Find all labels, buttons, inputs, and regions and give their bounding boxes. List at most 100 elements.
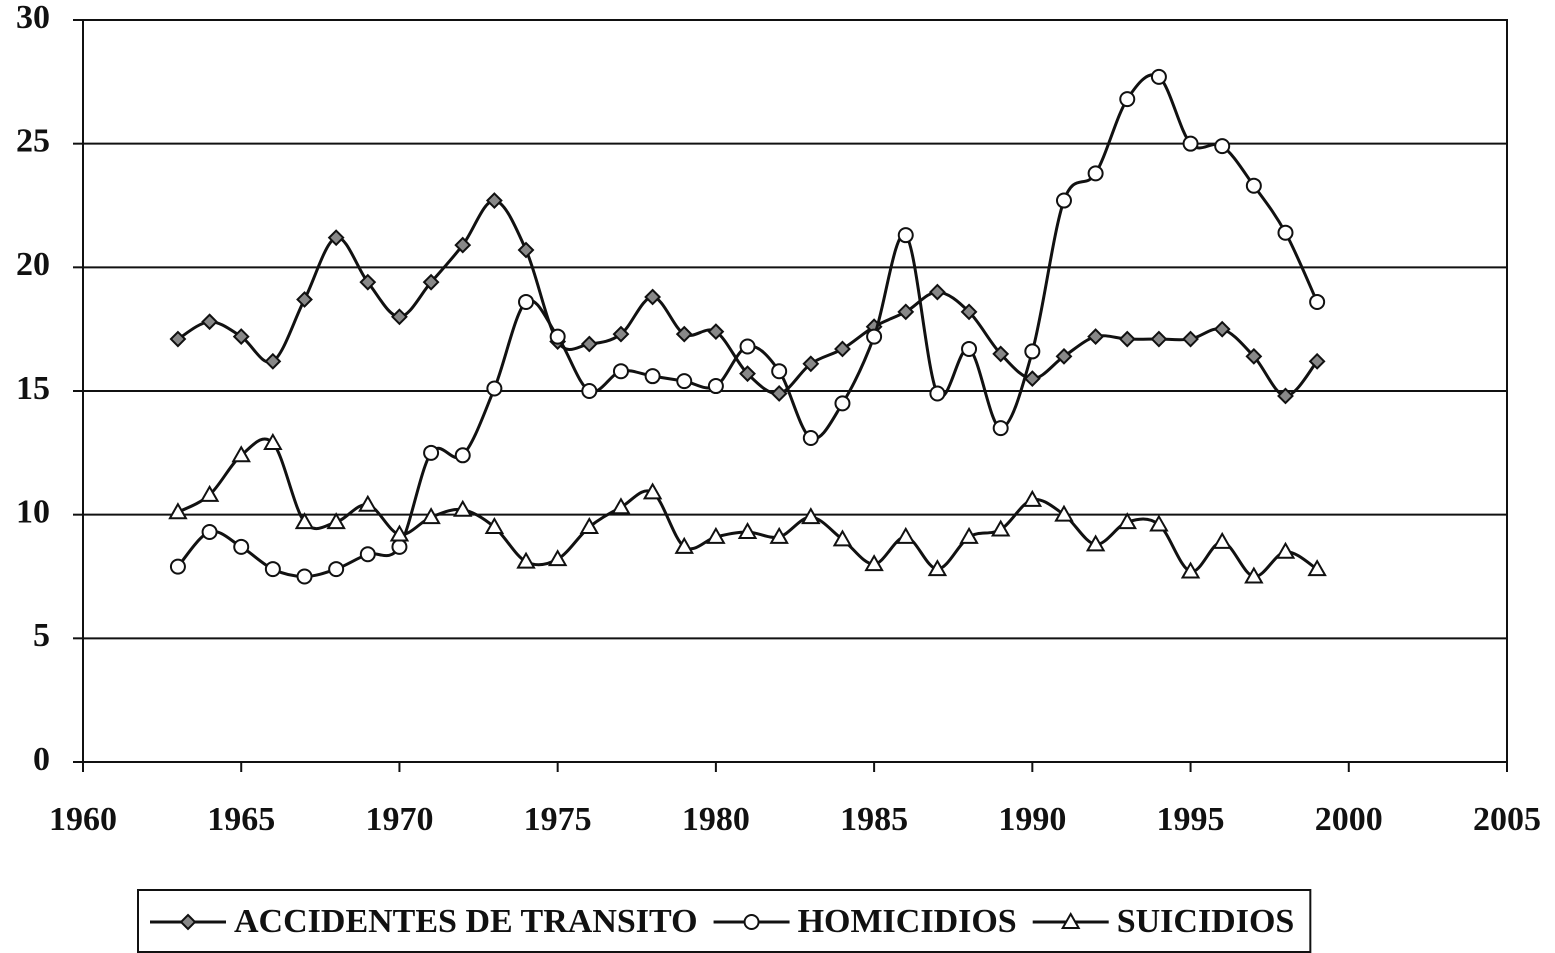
- marker-diamond: [1213, 320, 1231, 338]
- marker-circle: [676, 373, 693, 390]
- legend-label: SUICIDIOS: [1117, 903, 1295, 940]
- marker-circle: [454, 447, 471, 464]
- marker-circle: [707, 378, 724, 395]
- marker-circle: [961, 340, 978, 357]
- marker-diamond: [1150, 330, 1168, 348]
- y-tick-label: 20: [16, 246, 50, 283]
- marker-diamond: [992, 345, 1010, 363]
- marker-diamond: [1023, 370, 1041, 388]
- marker-diamond: [802, 355, 820, 373]
- marker-triangle: [642, 482, 663, 500]
- marker-diamond: [169, 330, 187, 348]
- marker-circle: [1214, 138, 1231, 155]
- marker-triangle: [1180, 561, 1201, 579]
- marker-diamond: [201, 313, 218, 331]
- series-line: [177, 437, 1318, 578]
- marker-diamond: [612, 325, 630, 343]
- marker-triangle: [516, 551, 536, 569]
- marker-triangle: [611, 497, 631, 515]
- marker-triangle: [674, 536, 694, 554]
- marker-triangle: [1149, 514, 1169, 532]
- y-tick-label: 30: [16, 0, 50, 36]
- marker-diamond: [1118, 330, 1136, 348]
- marker-triangle: [832, 529, 853, 547]
- marker-diamond: [264, 352, 282, 370]
- marker-diamond: [1182, 330, 1199, 348]
- marker-circle: [644, 368, 661, 385]
- marker-diamond: [834, 340, 851, 358]
- marker-diamond: [296, 291, 313, 308]
- x-tick-label: 1985: [840, 801, 908, 838]
- marker-circle: [1309, 293, 1326, 310]
- marker-circle: [296, 568, 313, 585]
- x-tick-label: 1975: [524, 801, 592, 838]
- marker-diamond: [675, 325, 693, 343]
- marker-triangle: [358, 494, 378, 512]
- marker-diamond: [897, 303, 915, 321]
- marker-circle: [1182, 135, 1199, 152]
- marker-triangle: [1054, 504, 1074, 522]
- marker-circle: [423, 444, 440, 461]
- marker-diamond: [580, 335, 598, 353]
- marker-diamond: [1245, 347, 1263, 365]
- marker-triangle: [231, 445, 251, 463]
- marker-circle: [233, 538, 250, 555]
- x-tick-label: 1980: [682, 801, 750, 838]
- legend-label: HOMICIDIOS: [798, 903, 1017, 940]
- marker-triangle: [1275, 541, 1296, 559]
- marker-circle: [612, 363, 629, 380]
- marker-triangle: [1307, 559, 1327, 577]
- marker-circle: [929, 385, 946, 402]
- marker-circle: [739, 338, 756, 355]
- x-tick-label: 2000: [1315, 801, 1383, 838]
- marker-triangle: [1244, 566, 1264, 584]
- marker-circle: [1087, 165, 1104, 182]
- marker-triangle: [263, 432, 283, 450]
- marker-diamond: [485, 192, 503, 209]
- series-line: [176, 73, 1319, 579]
- marker-diamond: [391, 308, 408, 326]
- marker-diamond: [928, 283, 946, 301]
- marker-triangle: [801, 507, 821, 525]
- marker-triangle: [927, 559, 948, 577]
- marker-diamond: [517, 241, 535, 259]
- marker-circle: [1055, 192, 1072, 209]
- marker-circle: [866, 328, 883, 345]
- marker-triangle: [1022, 489, 1043, 507]
- marker-circle: [328, 561, 345, 578]
- marker-circle: [771, 363, 788, 380]
- marker-circle: [1150, 68, 1167, 85]
- marker-triangle: [769, 526, 789, 544]
- marker-circle: [169, 558, 186, 575]
- marker-triangle: [990, 519, 1011, 537]
- marker-triangle: [1117, 512, 1137, 530]
- marker-diamond: [1277, 387, 1294, 405]
- marker-diamond: [644, 288, 662, 306]
- marker-diamond: [739, 365, 756, 383]
- marker-triangle: [706, 526, 726, 544]
- marker-diamond: [422, 273, 440, 291]
- marker-circle: [264, 561, 281, 578]
- x-tick-label: 1960: [49, 801, 117, 838]
- marker-triangle: [421, 507, 441, 525]
- marker-diamond: [359, 273, 377, 291]
- marker-diamond: [179, 913, 197, 931]
- marker-circle: [549, 328, 566, 345]
- marker-diamond: [1087, 328, 1105, 346]
- x-tick-label: 1990: [998, 801, 1066, 838]
- marker-circle: [897, 227, 914, 244]
- legend-box: [137, 889, 1312, 953]
- marker-diamond: [454, 236, 472, 254]
- marker-triangle: [864, 554, 884, 572]
- marker-triangle: [168, 502, 188, 520]
- marker-circle: [518, 293, 535, 310]
- marker-diamond: [960, 303, 978, 321]
- y-tick-label: 0: [33, 741, 50, 778]
- y-tick-label: 25: [16, 122, 50, 159]
- x-tick-label: 1970: [365, 801, 433, 838]
- y-tick-label: 5: [33, 617, 50, 654]
- marker-triangle: [737, 521, 758, 539]
- marker-circle: [581, 383, 598, 399]
- marker-diamond: [1055, 347, 1073, 365]
